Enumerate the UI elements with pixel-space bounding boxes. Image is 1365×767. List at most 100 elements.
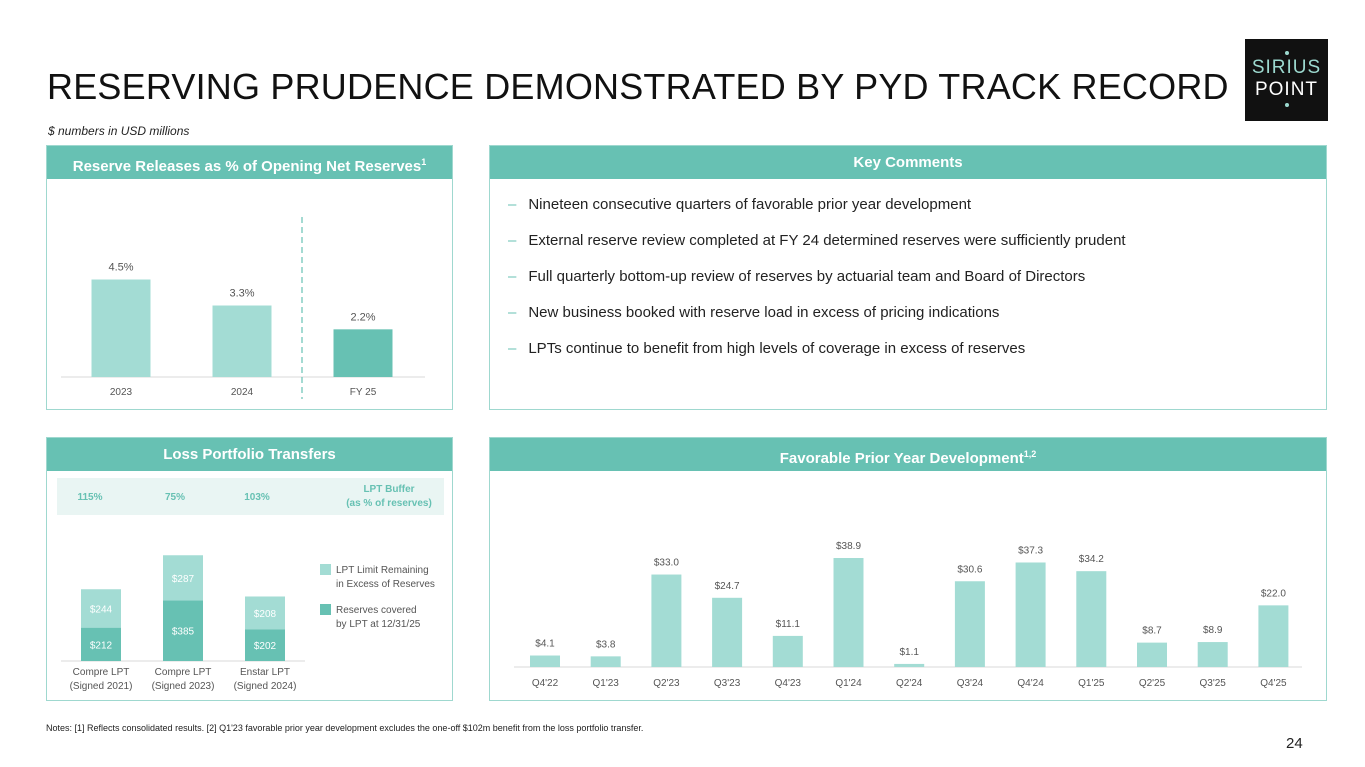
- lpt-chart: $212 $244 Compre LPT (Signed 2021) $385 $287 C…: [61, 555, 305, 692]
- reserves-covered-label: $202: [254, 641, 277, 652]
- reserves-covered-bar: [163, 600, 203, 661]
- buffer-label-line-1: LPT Buffer: [363, 484, 415, 495]
- x-tick-label: Q3'24: [957, 678, 984, 689]
- pyd-heading-text: Favorable Prior Year Development: [779, 450, 1024, 467]
- pyd-value-label: $22.0: [1261, 588, 1286, 599]
- reserves-covered-bar: [81, 627, 121, 661]
- x-tick-label-line-1: Compre LPT: [73, 667, 130, 678]
- pyd-value-label: $3.8: [596, 639, 616, 650]
- comment-item: – Full quarterly bottom-up review of rese…: [508, 268, 1086, 285]
- logo-line-2: POINT: [1254, 79, 1319, 100]
- reserve-releases-chart: 4.5% 2023 3.3% 2024 2.2% FY 25: [61, 217, 425, 399]
- x-tick-label-line-2: (Signed 2021): [70, 681, 133, 692]
- pyd-value-label: $8.9: [1203, 625, 1223, 636]
- page-number: 24: [1286, 735, 1303, 752]
- x-tick-label: Q2'24: [896, 678, 923, 689]
- pyd-bar: [1015, 562, 1046, 667]
- x-tick-label: FY 25: [350, 387, 377, 398]
- lpt-heading: Loss Portfolio Transfers: [47, 438, 452, 471]
- pyd-bar: [590, 656, 621, 667]
- x-tick-label: Q1'25: [1078, 678, 1105, 689]
- key-comments-list: – Nineteen consecutive quarters of favora…: [508, 196, 1126, 376]
- logo-dot-bottom: [1285, 103, 1289, 107]
- lpt-buffer-band: 115% 75% 103% LPT Buffer (as % of reserv…: [57, 478, 444, 515]
- reserve-release-label: 3.3%: [229, 288, 254, 300]
- pyd-chart: $4.1 Q4'22 $3.8 Q1'23 $33.0 Q2'23 $24.7 Q3'23 $1…: [514, 541, 1302, 689]
- logo-dot-top: [1285, 51, 1289, 55]
- x-tick-label: Q4'25: [1260, 678, 1287, 689]
- key-comments-heading: Key Comments: [490, 146, 1326, 179]
- pyd-bar: [530, 655, 560, 667]
- x-tick-label: Q3'25: [1200, 678, 1227, 689]
- reserves-covered-label: $385: [172, 627, 195, 638]
- pyd-value-label: $24.7: [715, 581, 740, 592]
- pyd-value-label: $4.1: [535, 639, 555, 650]
- pyd-bar: [833, 558, 864, 667]
- buffer-value: 75%: [164, 492, 185, 503]
- reserve-releases-heading-text: Reserve Releases as % of Opening Net Res…: [72, 158, 422, 175]
- buffer-value: 103%: [244, 492, 270, 503]
- x-tick-label-line-2: (Signed 2023): [152, 681, 215, 692]
- pyd-value-label: $33.0: [654, 558, 679, 569]
- pyd-value-label: $11.1: [776, 619, 801, 630]
- page-title: RESERVING PRUDENCE DEMONSTRATED BY PYD T…: [47, 66, 1229, 107]
- limit-remaining-label: $287: [172, 574, 195, 585]
- limit-remaining-label: $244: [90, 604, 113, 615]
- pyd-bar: [712, 597, 743, 667]
- pyd-value-label: $30.6: [957, 564, 982, 575]
- reserve-release-bar: [212, 305, 272, 377]
- footnotes: Notes: [1] Reflects consolidated results…: [46, 723, 644, 733]
- x-tick-label: Q4'23: [775, 678, 802, 689]
- limit-remaining-bar: [163, 555, 203, 601]
- x-tick-label-line-1: Compre LPT: [155, 667, 212, 678]
- units-note: $ numbers in USD millions: [48, 124, 190, 138]
- pyd-bar: [651, 574, 682, 667]
- pyd-heading: Favorable Prior Year Development1,2: [490, 438, 1326, 471]
- reserve-releases-footnote-ref: 1: [421, 157, 427, 167]
- reserve-release-label: 4.5%: [108, 262, 133, 274]
- x-tick-label: Q4'22: [532, 678, 559, 689]
- x-tick-label-line-1: Enstar LPT: [240, 667, 290, 678]
- x-tick-label: 2023: [110, 387, 133, 398]
- legend-label: Reserves covered by LPT at 12/31/25: [336, 605, 421, 630]
- buffer-label-line-2: (as % of reserves): [346, 498, 432, 509]
- reserves-covered-bar: [245, 629, 285, 661]
- pyd-bar: [1137, 642, 1167, 667]
- lpt-panel: Loss Portfolio Transfers 115% 75% 103% L…: [46, 437, 453, 701]
- logo-line-1: SIRIUS: [1251, 57, 1322, 78]
- x-tick-label: Q4'24: [1017, 678, 1044, 689]
- comment-item: – New business booked with reserve load i…: [508, 304, 1000, 321]
- pyd-bar: [772, 635, 803, 667]
- pyd-value-label: $37.3: [1018, 545, 1043, 556]
- limit-remaining-bar: [81, 589, 121, 628]
- reserve-release-bar: [91, 279, 151, 377]
- x-tick-label: Q2'23: [653, 678, 680, 689]
- pyd-bar: [894, 663, 925, 667]
- pyd-value-label: $34.2: [1079, 554, 1104, 565]
- x-tick-label: Q1'24: [835, 678, 862, 689]
- buffer-value: 115%: [77, 492, 103, 503]
- pyd-value-label: $1.1: [899, 647, 919, 658]
- reserve-releases-panel: Reserve Releases as % of Opening Net Res…: [46, 145, 453, 410]
- pyd-bar: [1258, 605, 1289, 667]
- x-tick-label: Q3'23: [714, 678, 741, 689]
- x-tick-label: 2024: [231, 387, 254, 398]
- limit-remaining-bar: [245, 596, 285, 630]
- comment-item: – LPTs continue to benefit from high leve…: [508, 340, 1026, 357]
- legend-swatch-light: [320, 564, 331, 575]
- pyd-bar: [1197, 642, 1228, 667]
- pyd-bar: [954, 581, 985, 667]
- pyd-footnote-ref: 1,2: [1023, 449, 1037, 459]
- reserve-release-label: 2.2%: [350, 311, 375, 323]
- x-tick-label: Q1'23: [593, 678, 620, 689]
- comment-item: – Nineteen consecutive quarters of favora…: [508, 196, 972, 213]
- reserve-release-bar: [333, 329, 393, 377]
- reserves-covered-label: $212: [90, 640, 113, 651]
- limit-remaining-label: $208: [254, 609, 277, 620]
- x-tick-label-line-2: (Signed 2024): [234, 681, 297, 692]
- reserve-releases-heading: Reserve Releases as % of Opening Net Res…: [47, 146, 452, 179]
- x-tick-label: Q2'25: [1139, 678, 1166, 689]
- comment-item: – External reserve review completed at FY…: [508, 232, 1126, 249]
- legend-swatch-dark: [320, 604, 331, 615]
- legend-label: LPT Limit Remaining in Excess of Reserves: [336, 565, 435, 590]
